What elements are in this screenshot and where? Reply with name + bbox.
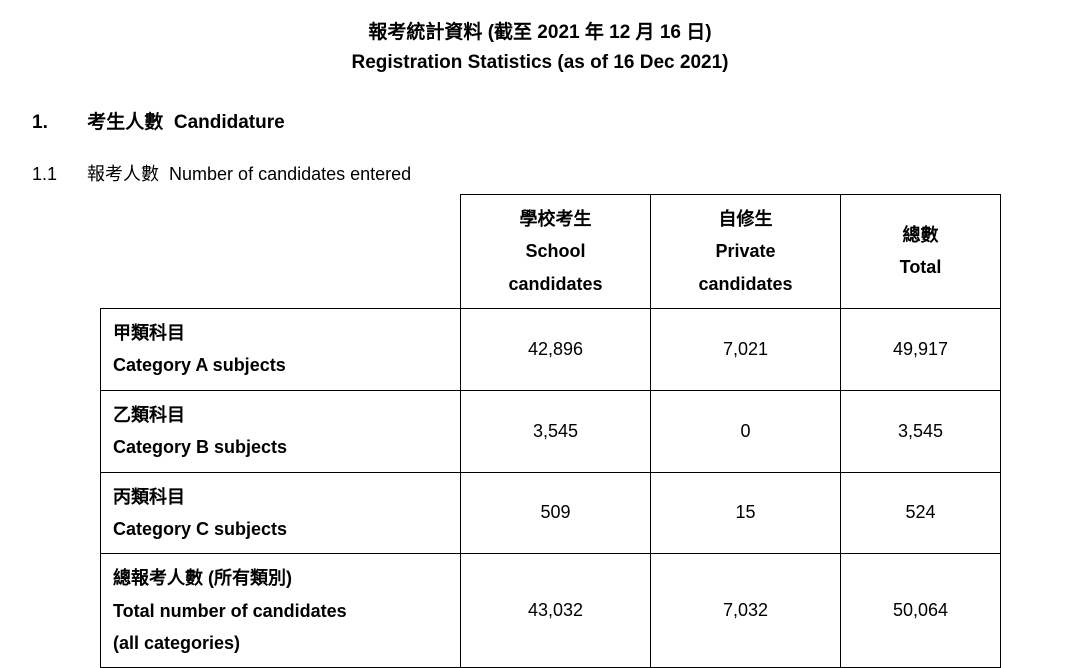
header-stub — [101, 194, 461, 308]
row-cat-b-private: 0 — [651, 390, 841, 472]
header-school: 學校考生 School candidates — [461, 194, 651, 308]
row-cat-a-total: 49,917 — [841, 308, 1001, 390]
title-zh: 報考統計資料 (截至 2021 年 12 月 16 日) — [20, 18, 1060, 48]
row-cat-b-total: 3,545 — [841, 390, 1001, 472]
page-title: 報考統計資料 (截至 2021 年 12 月 16 日) Registratio… — [20, 18, 1060, 79]
row-cat-b-label: 乙類科目 Category B subjects — [101, 390, 461, 472]
row-total-private: 7,032 — [651, 554, 841, 668]
section-1-en: Candidature — [174, 112, 285, 133]
section-1-zh: 考生人數 — [87, 112, 163, 133]
row-total-total: 50,064 — [841, 554, 1001, 668]
title-en: Registration Statistics (as of 16 Dec 20… — [20, 48, 1060, 78]
table-header-row: 學校考生 School candidates 自修生 Private candi… — [101, 194, 1001, 308]
table-row: 甲類科目 Category A subjects 42,896 7,021 49… — [101, 308, 1001, 390]
row-cat-c-school: 509 — [461, 472, 651, 554]
row-cat-c-total: 524 — [841, 472, 1001, 554]
section-1-num: 1. — [32, 112, 82, 134]
row-total-label: 總報考人數 (所有類別) Total number of candidates … — [101, 554, 461, 668]
row-cat-c-label: 丙類科目 Category C subjects — [101, 472, 461, 554]
table-row: 丙類科目 Category C subjects 509 15 524 — [101, 472, 1001, 554]
row-cat-c-private: 15 — [651, 472, 841, 554]
subsection-1-1-en: Number of candidates entered — [169, 164, 411, 184]
row-cat-a-school: 42,896 — [461, 308, 651, 390]
row-cat-a-private: 7,021 — [651, 308, 841, 390]
subsection-1-1: 1.1 報考人數 Number of candidates entered — [20, 160, 1060, 186]
table-row: 總報考人數 (所有類別) Total number of candidates … — [101, 554, 1001, 668]
subsection-1-1-zh: 報考人數 — [87, 164, 159, 184]
table-row: 乙類科目 Category B subjects 3,545 0 3,545 — [101, 390, 1001, 472]
subsection-1-1-num: 1.1 — [32, 164, 82, 185]
section-1-heading: 1. 考生人數 Candidature — [20, 107, 1060, 134]
candidates-table: 學校考生 School candidates 自修生 Private candi… — [100, 194, 1001, 668]
row-cat-b-school: 3,545 — [461, 390, 651, 472]
row-total-school: 43,032 — [461, 554, 651, 668]
header-private: 自修生 Private candidates — [651, 194, 841, 308]
row-cat-a-label: 甲類科目 Category A subjects — [101, 308, 461, 390]
header-total: 總數 Total — [841, 194, 1001, 308]
